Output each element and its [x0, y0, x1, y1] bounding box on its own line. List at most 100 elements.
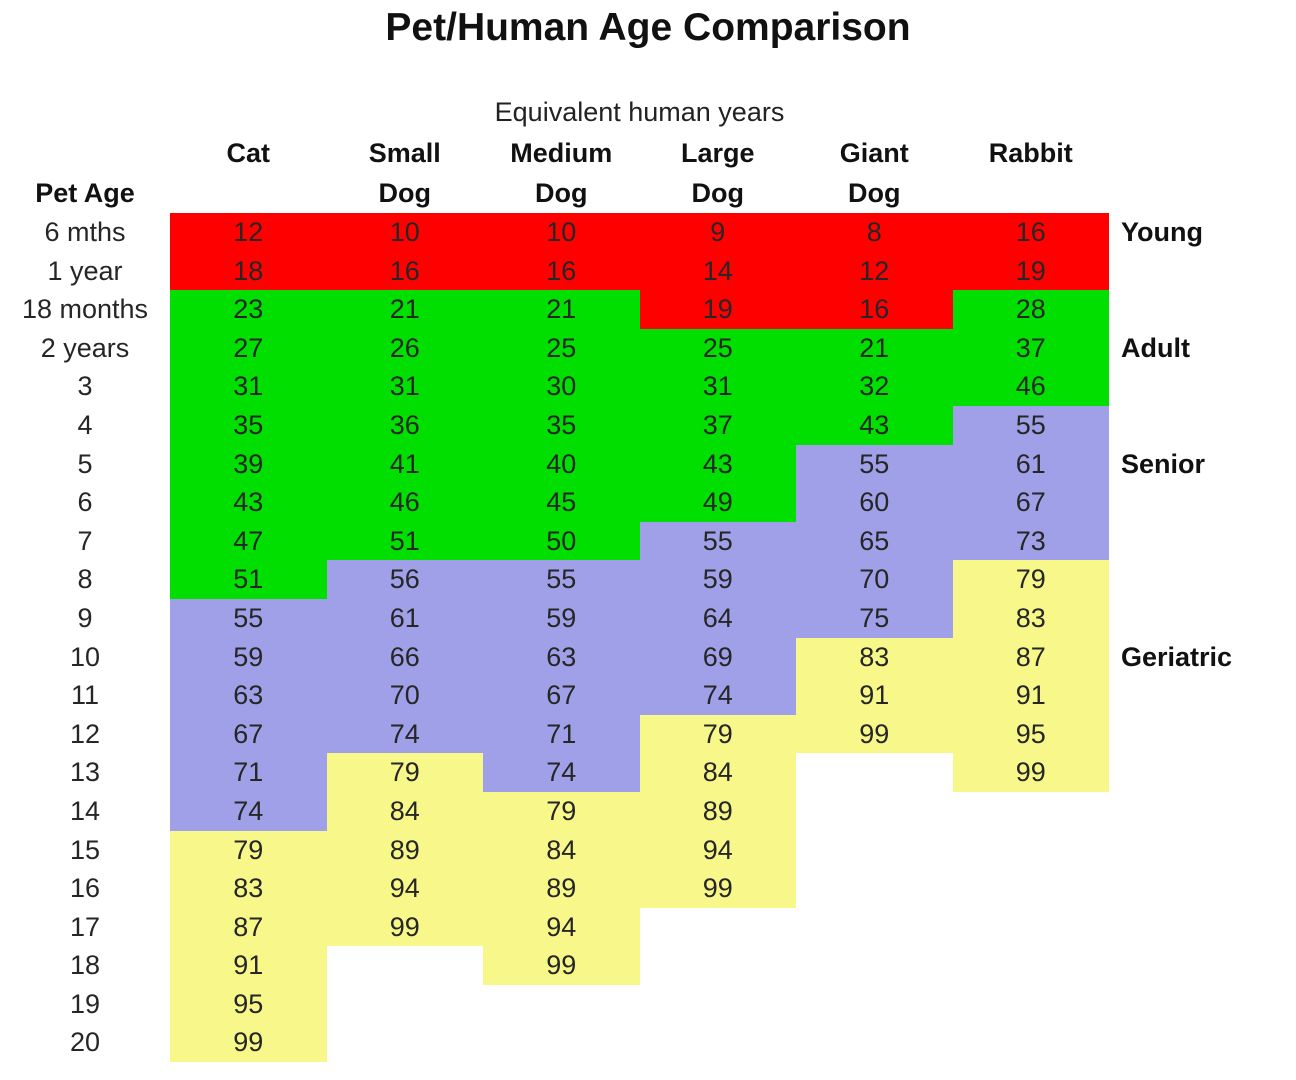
human-age-cell: 61 [326, 598, 483, 638]
human-age-cell: 14 [639, 251, 796, 291]
human-age-cell: 55 [170, 598, 327, 638]
human-age-cell: 79 [326, 753, 483, 792]
human-age-cell: 74 [483, 753, 640, 792]
human-age-cell: 94 [639, 830, 796, 870]
stage-spacer [1109, 869, 1296, 908]
human-age-cell: 31 [639, 367, 796, 406]
col-header-cat-line2 [170, 174, 327, 214]
human-age-cell: 99 [483, 946, 640, 985]
header-spacer [1109, 134, 1296, 174]
col-header-large-dog: Large [680, 138, 755, 168]
human-age-cell: 43 [639, 444, 796, 484]
stage-label: Young [1109, 213, 1296, 252]
stage-label: Adult [1109, 328, 1296, 368]
pet-age-label: 12 [0, 714, 170, 754]
human-age-cell: 56 [326, 560, 483, 599]
human-age-cell [796, 830, 953, 870]
human-age-cell: 47 [170, 521, 327, 561]
col-header-rabbit-line2 [953, 174, 1110, 214]
human-age-cell [952, 869, 1109, 908]
human-age-cell: 9 [639, 213, 796, 252]
human-age-cell: 28 [952, 290, 1109, 329]
human-age-cell: 67 [952, 483, 1109, 522]
human-age-cell: 37 [639, 405, 796, 445]
human-age-cell [639, 946, 796, 985]
human-age-cell [796, 907, 953, 947]
human-age-cell: 67 [483, 676, 640, 715]
human-age-cell: 30 [483, 367, 640, 406]
col-header-medium-dog: Medium [510, 138, 613, 168]
human-age-cell: 51 [170, 560, 327, 599]
human-age-cell: 94 [483, 907, 640, 947]
human-age-cell [326, 946, 483, 985]
human-age-cell: 99 [170, 1023, 327, 1063]
human-age-cell: 55 [952, 405, 1109, 445]
human-age-cell: 71 [170, 753, 327, 792]
pet-age-label: 11 [0, 676, 170, 715]
human-age-cell: 25 [639, 328, 796, 368]
pet-age-label: 1 year [0, 251, 170, 291]
pet-age-label: 5 [0, 444, 170, 484]
pet-age-label: 9 [0, 598, 170, 638]
human-age-cell: 63 [170, 676, 327, 715]
human-age-cell [483, 984, 640, 1024]
pet-age-label: 6 [0, 483, 170, 522]
human-age-cell [952, 830, 1109, 870]
human-age-cell: 55 [639, 521, 796, 561]
col-header-medium-dog-line2: Dog [535, 177, 588, 208]
stage-spacer [1109, 714, 1296, 754]
chart-subtitle: Equivalent human years [494, 97, 785, 127]
human-age-cell: 95 [170, 984, 327, 1024]
pet-age-label: 16 [0, 869, 170, 908]
human-age-cell [796, 869, 953, 908]
human-age-cell [952, 1023, 1109, 1063]
human-age-cell: 55 [483, 560, 640, 599]
human-age-cell: 91 [952, 676, 1109, 715]
human-age-cell: 87 [952, 637, 1109, 677]
human-age-cell: 40 [483, 444, 640, 484]
stage-spacer [1109, 791, 1296, 831]
pet-age-label: 19 [0, 984, 170, 1024]
human-age-cell: 37 [952, 328, 1109, 368]
human-age-cell [796, 946, 953, 985]
col-header-cat: Cat [226, 138, 270, 168]
pet-age-label: 18 months [0, 290, 170, 329]
human-age-cell: 59 [483, 598, 640, 638]
pet-age-label: 7 [0, 521, 170, 561]
human-age-cell: 74 [170, 791, 327, 831]
pet-age-label: 2 years [0, 328, 170, 368]
human-age-cell [952, 984, 1109, 1024]
human-age-cell: 70 [326, 676, 483, 715]
human-age-cell: 65 [796, 521, 953, 561]
human-age-cell [639, 984, 796, 1024]
human-age-cell: 66 [326, 637, 483, 677]
human-age-cell: 83 [952, 598, 1109, 638]
human-age-cell: 12 [796, 251, 953, 291]
human-age-cell: 95 [952, 714, 1109, 754]
human-age-cell: 31 [326, 367, 483, 406]
stage-spacer [1109, 984, 1296, 1024]
col-header-rabbit: Rabbit [988, 138, 1073, 168]
stage-label: Senior [1109, 444, 1296, 484]
human-age-cell [483, 1023, 640, 1063]
human-age-cell: 16 [796, 290, 953, 329]
human-age-cell: 79 [483, 791, 640, 831]
pet-age-label: 6 mths [0, 213, 170, 252]
human-age-cell: 79 [952, 560, 1109, 599]
human-age-cell: 36 [326, 405, 483, 445]
human-age-cell: 35 [170, 405, 327, 445]
row-header-pet-age: Pet Age [35, 177, 135, 208]
human-age-cell: 89 [326, 830, 483, 870]
pet-age-label: 13 [0, 753, 170, 792]
stage-spacer [1109, 946, 1296, 985]
human-age-cell: 99 [639, 869, 796, 908]
pet-age-label: 14 [0, 791, 170, 831]
human-age-cell [796, 753, 953, 792]
human-age-cell: 12 [170, 213, 327, 252]
human-age-cell: 10 [326, 213, 483, 252]
human-age-cell: 83 [796, 637, 953, 677]
human-age-cell: 84 [326, 791, 483, 831]
human-age-cell: 73 [952, 521, 1109, 561]
stage-spacer [1109, 907, 1296, 947]
pet-age-label: 15 [0, 830, 170, 870]
